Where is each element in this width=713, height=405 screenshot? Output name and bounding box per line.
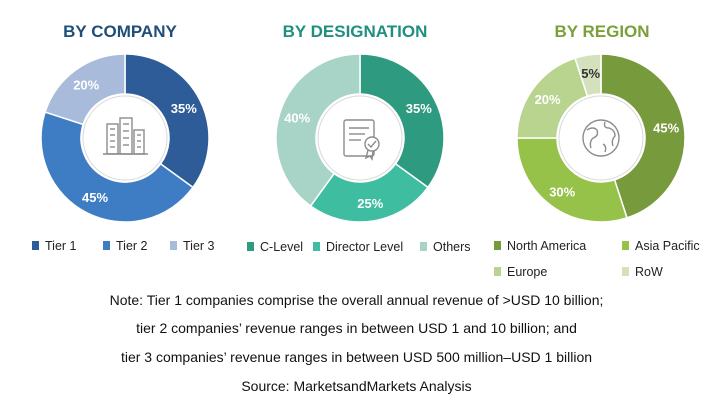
value-label-director-level: 25%: [357, 196, 383, 211]
value-label-tier-2: 45%: [82, 190, 108, 205]
legend-label: Others: [433, 240, 471, 254]
legend-label: Europe: [507, 265, 547, 279]
value-label-c-level: 35%: [406, 101, 432, 116]
legend-label: Director Level: [326, 240, 403, 254]
note-line-1: Note: Tier 1 companies comprise the over…: [109, 292, 604, 308]
legend-item-asia-pacific: Asia Pacific: [622, 239, 700, 253]
legend-item-c-level: C-Level: [247, 240, 303, 254]
value-label-europe: 20%: [535, 92, 561, 107]
chart-title: BY REGION: [554, 22, 649, 41]
legend-item-europe: Europe: [494, 265, 547, 279]
legend-label: C-Level: [260, 240, 303, 254]
legend-swatch: [494, 241, 501, 250]
value-label-others: 40%: [284, 111, 310, 126]
donut-center: [558, 95, 644, 181]
legend-swatch: [247, 242, 254, 251]
value-label-row: 5%: [581, 66, 600, 81]
office-buildings-icon: [103, 117, 148, 155]
legend-swatch: [622, 267, 629, 276]
legend-label: Tier 3: [183, 239, 215, 253]
donut-chart-by-region: BY REGION 45% 30% 20% 5% North America Asia Pa…: [494, 22, 700, 279]
globe-icon: [582, 119, 620, 157]
legend-label: RoW: [635, 265, 663, 279]
value-label-north-america: 45%: [653, 121, 679, 136]
legend-item-others: Others: [420, 240, 471, 254]
note-line-3: tier 3 companies’ revenue ranges in betw…: [120, 349, 593, 365]
source-line: Source: MarketsandMarkets Analysis: [241, 378, 472, 394]
slice-director-level: [309, 162, 430, 223]
value-label-tier-3: 20%: [73, 78, 99, 93]
legend-swatch: [313, 242, 320, 251]
certificate-document-icon: [343, 119, 380, 161]
legend-item-north-america: North America: [494, 239, 586, 253]
legend-label: North America: [507, 239, 586, 253]
legend-swatch: [32, 241, 39, 250]
legend-label: Asia Pacific: [635, 239, 700, 253]
value-label-asia-pacific: 30%: [549, 184, 575, 199]
legend-item-director-level: Director Level: [313, 240, 403, 254]
legend-swatch: [494, 267, 501, 276]
legend-item-row: RoW: [622, 265, 663, 279]
chart-title: BY COMPANY: [63, 22, 177, 41]
note-line-2: tier 2 companies’ revenue ranges in betw…: [136, 320, 577, 336]
legend-label: Tier 1: [45, 239, 77, 253]
slice-asia-pacific: [516, 137, 628, 223]
legend-swatch: [103, 241, 110, 250]
slice-north-america: [600, 53, 686, 219]
slice-tier-3: [44, 53, 126, 126]
slice-row: [574, 53, 602, 98]
slice-tier-1: [124, 53, 210, 189]
slice-tier-2: [40, 111, 195, 223]
slice-others: [275, 53, 361, 208]
legend-item-tier-3: Tier 3: [170, 239, 215, 253]
legend-item-tier-1: Tier 1: [32, 239, 77, 253]
legend-swatch: [170, 241, 177, 250]
value-label-tier-1: 35%: [171, 101, 197, 116]
legend-swatch: [420, 242, 427, 251]
donut-chart-by-company: BY COMPANY 35% 45% 20% Tier 1 Tier 2 Tier 3: [32, 22, 215, 253]
chart-title: BY DESIGNATION: [283, 22, 428, 41]
donut-center: [317, 95, 403, 181]
legend-item-tier-2: Tier 2: [103, 239, 148, 253]
donut-chart-by-designation: BY DESIGNATION 35% 25% 40% C-Level Director L…: [247, 22, 471, 254]
slice-c-level: [359, 53, 445, 189]
legend-label: Tier 2: [116, 239, 148, 253]
legend-swatch: [622, 241, 629, 250]
